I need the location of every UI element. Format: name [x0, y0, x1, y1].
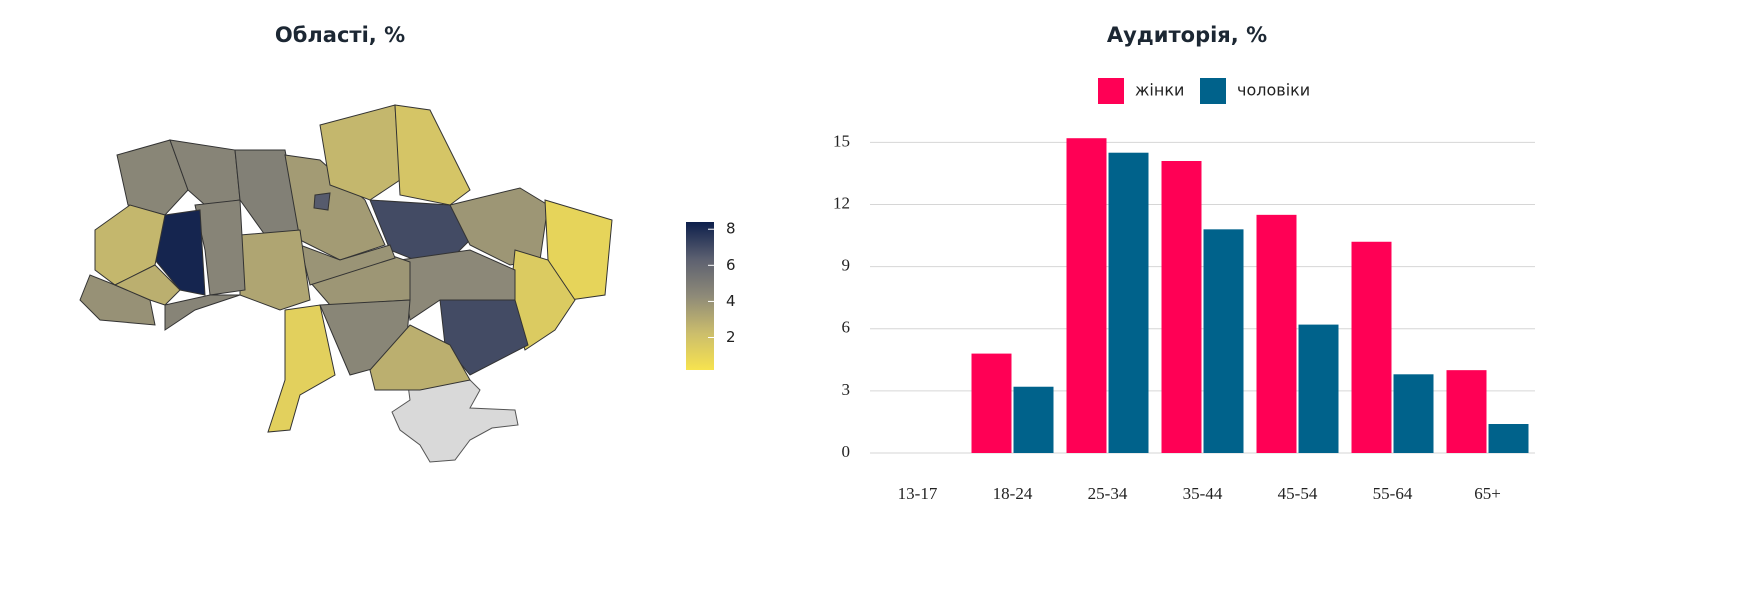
bar — [1488, 424, 1529, 453]
bar-chart: 0 3 6 9 12 15 13-17 18-24 25-34 35-44 45-54 55-64 65… — [833, 78, 1535, 503]
x-tick-label: 18-24 — [993, 484, 1033, 503]
region — [369, 324, 471, 391]
x-tick-label: 55-64 — [1373, 484, 1413, 503]
colorbar — [686, 222, 714, 370]
bar — [1298, 324, 1339, 453]
crimea — [391, 379, 519, 463]
bar — [1256, 214, 1297, 453]
region — [399, 249, 516, 321]
bar — [1161, 160, 1202, 454]
colorbar-label: 8 — [726, 220, 736, 238]
region — [267, 304, 336, 433]
bar — [971, 353, 1012, 453]
bar — [1108, 152, 1149, 454]
y-tick-label: 6 — [842, 318, 851, 337]
colorbar-label: 6 — [726, 256, 736, 274]
x-tick-label: 35-44 — [1183, 484, 1223, 503]
legend-swatch — [1200, 78, 1226, 104]
region — [194, 199, 246, 296]
legend-swatch — [1098, 78, 1124, 104]
y-tick-label: 3 — [842, 380, 851, 399]
region — [116, 139, 189, 216]
colorbar-label: 2 — [726, 328, 736, 346]
y-tick-label: 15 — [833, 131, 850, 150]
region — [164, 294, 241, 331]
x-tick-label: 25-34 — [1088, 484, 1128, 503]
y-tick-label: 9 — [842, 256, 851, 275]
map-title: Області, % — [275, 23, 405, 47]
chart-title: Аудиторія, % — [1107, 23, 1267, 47]
bar — [1351, 241, 1392, 453]
region — [299, 244, 396, 286]
region — [544, 199, 613, 301]
region — [394, 104, 471, 206]
y-tick-label: 12 — [833, 193, 850, 212]
region — [319, 104, 401, 201]
legend-label: чоловіки — [1237, 81, 1310, 100]
x-tick-label: 45-54 — [1278, 484, 1318, 503]
region — [239, 229, 311, 311]
bar — [1066, 138, 1107, 454]
region — [313, 192, 331, 211]
bar — [1393, 374, 1434, 453]
bar — [1446, 370, 1487, 453]
x-tick-label: 65+ — [1474, 484, 1501, 503]
region — [113, 264, 181, 306]
y-tick-label: 0 — [842, 442, 851, 461]
legend-label: жінки — [1135, 81, 1184, 100]
bar — [1013, 386, 1054, 453]
map: 2 4 6 8 — [79, 104, 736, 433]
bar — [1203, 229, 1244, 453]
colorbar-label: 4 — [726, 292, 736, 310]
x-tick-label: 13-17 — [898, 484, 938, 503]
